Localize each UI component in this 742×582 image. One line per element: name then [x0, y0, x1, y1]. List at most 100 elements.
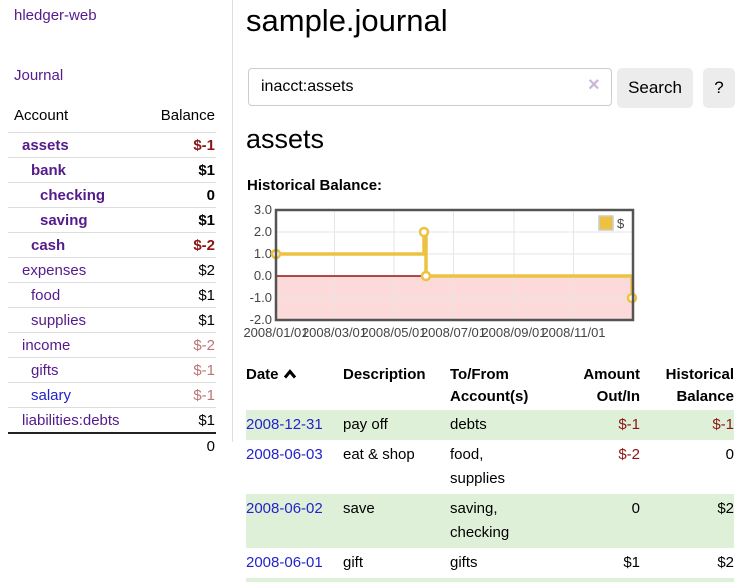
transaction-amount: $1	[555, 578, 640, 582]
account-balance: $-1	[142, 382, 216, 408]
sort-ascending-icon	[283, 364, 297, 386]
chart-canvas: 3.0 2.0 1.0 0.0 -1.0 -2.0	[243, 203, 638, 340]
account-row: checking 0	[8, 182, 216, 208]
account-link-assets[interactable]: assets	[22, 137, 69, 154]
y-tick-label: 0.0	[254, 268, 272, 283]
account-balance: $1	[142, 282, 216, 308]
account-balance: $1	[142, 207, 216, 233]
chart-legend: $	[598, 215, 625, 231]
account-link-salary[interactable]: salary	[31, 387, 72, 404]
account-link-cash[interactable]: cash	[31, 237, 66, 254]
transaction-accounts: salary	[450, 578, 555, 582]
transaction-row[interactable]: 2008-12-31 pay off debts $-1 $-1	[246, 410, 734, 440]
amount-column-header: Amount Out/In	[583, 366, 640, 405]
transaction-historical-balance: 0	[725, 446, 734, 463]
help-button[interactable]: ?	[703, 68, 735, 108]
transaction-amount: 0	[631, 500, 640, 517]
account-row: saving $1	[8, 207, 216, 233]
x-tick-label: 2008/09/01	[481, 325, 546, 340]
transaction-historical-balance: $-1	[712, 416, 734, 433]
transaction-amount: $1	[623, 554, 640, 571]
search-input[interactable]	[248, 68, 612, 106]
transaction-description: income	[343, 578, 450, 582]
transaction-row[interactable]: 2008-06-01 gift gifts $1 $2	[246, 548, 734, 578]
account-balance: $-2	[142, 232, 216, 258]
transaction-accounts: gifts	[450, 554, 478, 571]
date-column-header[interactable]: Date	[246, 362, 343, 410]
account-row: salary $-1	[8, 382, 216, 408]
transaction-historical-balance: $2	[717, 554, 734, 571]
historical-column-header: Historical Balance	[665, 366, 734, 405]
page-title: sample.journal	[246, 3, 448, 38]
account-link-liabilities-debts[interactable]: liabilities:debts	[22, 412, 120, 429]
search-button[interactable]: Search	[617, 68, 693, 108]
x-tick-label: 2008/03/01	[302, 325, 367, 340]
register-table: Date Description To/From Account(s) Amou…	[246, 362, 734, 582]
account-row: income $-2	[8, 332, 216, 358]
transaction-historical-balance: $2	[717, 500, 734, 517]
x-tick-label: 2008/01/01	[243, 325, 308, 340]
account-balance: $1	[142, 307, 216, 333]
grid-lines	[276, 210, 633, 320]
account-row: gifts $-1	[8, 357, 216, 383]
sidebar: hledger-web Journal Account Balance asse…	[0, 0, 233, 458]
date-header-label: Date	[246, 366, 279, 383]
register-header-row: Date Description To/From Account(s) Amou…	[246, 362, 734, 410]
account-balance: $1	[142, 407, 216, 433]
transaction-description: pay off	[343, 416, 388, 433]
account-balance: 0	[142, 182, 216, 208]
plot-border	[274, 208, 635, 322]
y-tick-label: -1.0	[250, 290, 272, 305]
accounts-table-header: Account Balance	[8, 101, 216, 133]
account-row: bank $1	[8, 157, 216, 183]
transaction-historical-balance: $1	[640, 578, 734, 582]
x-tick-label: 2008/07/01	[421, 325, 486, 340]
account-link-income[interactable]: income	[22, 337, 71, 354]
account-balance: $1	[142, 157, 216, 183]
account-column-header: Account	[14, 107, 69, 124]
account-balance: $2	[142, 257, 216, 283]
transaction-row[interactable]: 2008-06-03 eat & shop food, supplies $-2…	[246, 440, 734, 494]
account-link-food[interactable]: food	[31, 287, 61, 304]
accounts-table: Account Balance assets $-1 bank $1 check…	[8, 101, 216, 458]
app-brand-link[interactable]: hledger-web	[14, 7, 97, 24]
transaction-accounts: saving, checking	[450, 500, 510, 541]
clear-search-icon[interactable]: ×	[588, 74, 600, 96]
accounts-total-value: 0	[142, 432, 216, 458]
account-link-saving[interactable]: saving	[40, 212, 88, 229]
account-row: cash $-2	[8, 232, 216, 258]
transaction-date-link[interactable]: 2008-06-03	[246, 446, 323, 463]
x-axis-labels: 2008/01/01 2008/03/01 2008/05/01 2008/07…	[243, 325, 605, 340]
x-tick-label: 2008/05/01	[361, 325, 426, 340]
account-row: supplies $1	[8, 307, 216, 333]
account-link-gifts[interactable]: gifts	[31, 362, 59, 379]
transaction-amount: $-1	[618, 416, 640, 433]
account-link-expenses[interactable]: expenses	[22, 262, 87, 279]
account-row: assets $-1	[8, 132, 216, 158]
legend-label: $	[617, 216, 625, 231]
transaction-amount: $-2	[618, 446, 640, 463]
account-link-checking[interactable]: checking	[40, 187, 106, 204]
y-tick-label: 1.0	[254, 246, 272, 261]
y-tick-label: 2.0	[254, 224, 272, 239]
transaction-row[interactable]: 2008-06-02 save saving, checking 0 $2	[246, 494, 734, 548]
account-heading: assets	[246, 124, 325, 154]
account-balance: $-2	[142, 332, 216, 358]
sidebar-item-journal[interactable]: Journal	[14, 67, 64, 84]
account-link-bank[interactable]: bank	[31, 162, 67, 179]
transaction-description: save	[343, 500, 375, 517]
account-balance: $-1	[142, 357, 216, 383]
legend-swatch	[598, 215, 614, 231]
transaction-date-link[interactable]: 2008-06-02	[246, 500, 323, 517]
account-row: expenses $2	[8, 257, 216, 283]
account-link-supplies[interactable]: supplies	[31, 312, 87, 329]
account-balance: $-1	[142, 132, 216, 158]
y-tick-label: 3.0	[254, 203, 272, 217]
transaction-date-link[interactable]: 2008-12-31	[246, 416, 323, 433]
transaction-description: eat & shop	[343, 446, 415, 463]
transaction-accounts: debts	[450, 416, 487, 433]
transaction-date-link[interactable]: 2008-06-01	[246, 554, 323, 571]
x-tick-label: 2008/11/01	[541, 325, 605, 340]
transaction-row[interactable]: 2008-01-01 income salary $1 $1	[246, 578, 734, 582]
historical-balance-chart: 3.0 2.0 1.0 0.0 -1.0 -2.0	[240, 203, 742, 345]
